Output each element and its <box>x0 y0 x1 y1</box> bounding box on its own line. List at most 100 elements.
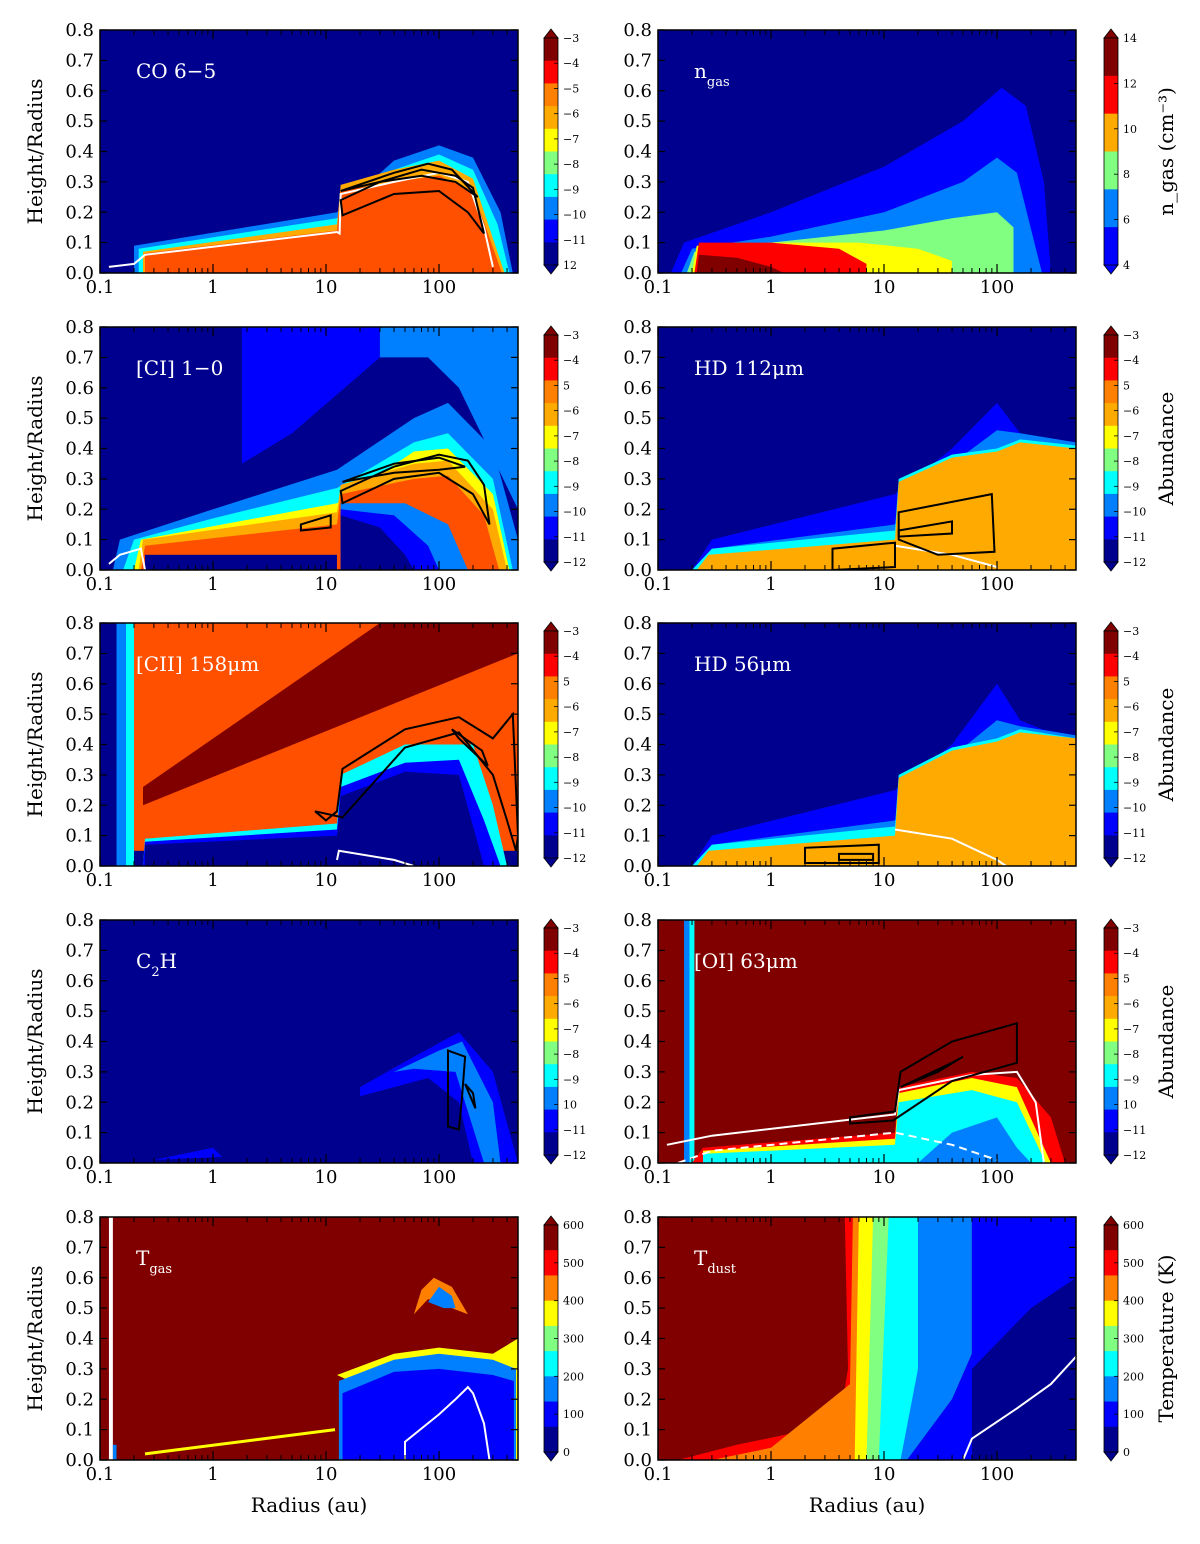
colorbar-tick-label: −9 <box>1123 480 1139 493</box>
colorbar-segment <box>1104 789 1118 814</box>
axes: 0.00.10.20.30.40.50.60.70.80.1 1 10 100Heig… <box>23 317 519 595</box>
tau-line <box>894 828 1007 866</box>
y-tick-label: 0.3 <box>623 765 652 786</box>
colorbar-tick-label: 100 <box>563 1408 584 1421</box>
colorbar-tick-label: 0 <box>1123 1446 1130 1459</box>
panel-label: CO 6−5 <box>136 59 216 83</box>
emission-contour <box>849 1021 1018 1125</box>
x-tick-label: 100 <box>980 277 1014 298</box>
y-tick-label: 0.0 <box>623 1153 652 1174</box>
x-tick-label: 0.1 <box>86 870 115 891</box>
colorbar-tick-label: 5 <box>1123 675 1130 688</box>
emission-contour <box>804 843 880 864</box>
colorbar-segment <box>1104 767 1118 791</box>
y-tick-label: 0.6 <box>65 674 94 695</box>
colorbar-frame <box>543 334 559 563</box>
colorbar-segment <box>544 1041 558 1065</box>
colorbar-tick-label: 500 <box>1123 1257 1144 1270</box>
y-tick-label: 0.6 <box>65 81 94 102</box>
colorbar-segment <box>1104 744 1118 768</box>
colorbar: −3 −4 5 −6 −7 −8 −9 −10 −11 −12 <box>543 621 586 868</box>
inner-edge <box>112 1444 117 1460</box>
y-tick-label: 0.6 <box>65 378 94 399</box>
warm-streak <box>144 1428 336 1456</box>
x-tick-label: 100 <box>422 574 456 595</box>
colorbar-segment <box>1104 189 1118 228</box>
y-tick-label: 0.7 <box>65 940 94 961</box>
emission-contour <box>831 541 896 570</box>
axes: 0.00.10.20.30.40.50.60.70.80.1 1 10 100 <box>623 910 1077 1188</box>
x-tick-label: 0.1 <box>644 870 673 891</box>
colorbar-tick-label: −11 <box>1123 827 1146 840</box>
colorbar-tick-label: −7 <box>563 430 579 443</box>
x-tick-label: 1 <box>765 870 776 891</box>
y-tick-label: 0.8 <box>623 1207 652 1228</box>
colorbar: −3 −4 5 −6 −7 −8 −9 −10 −11 −12 Abundance <box>1103 325 1178 572</box>
emission-contour <box>342 456 466 483</box>
y-tick-label: 0.4 <box>623 1032 652 1053</box>
x-tick-label: 1 <box>207 277 218 298</box>
colorbar-segment <box>544 493 558 518</box>
colorbar-segment <box>544 242 558 266</box>
y-tick-label: 0.8 <box>623 20 652 41</box>
x-tick-label: 10 <box>873 574 896 595</box>
colorbar-segment <box>1104 996 1118 1020</box>
colorbar-tick-label: −8 <box>563 158 579 171</box>
inner-edge <box>684 920 693 1163</box>
colorbar-segment <box>544 996 558 1020</box>
y-tick-label: 0.3 <box>65 1062 94 1083</box>
colorbar-tick-label: 600 <box>1123 1219 1144 1232</box>
inner-edge <box>689 920 695 1163</box>
colorbar-segment <box>544 196 558 221</box>
y-tick-label: 0.6 <box>65 1268 94 1289</box>
colorbar-segment <box>1104 699 1118 723</box>
y-tick-label: 0.6 <box>623 674 652 695</box>
y-tick-label: 0.5 <box>65 111 94 132</box>
colorbar-segment <box>1104 539 1118 563</box>
colorbar-segment <box>1104 113 1118 152</box>
colorbar-label: Abundance <box>1154 985 1178 1100</box>
y-tick-label: 0.3 <box>623 1062 652 1083</box>
colorbar-segment <box>1104 928 1118 952</box>
y-axis-label: Height/Radius <box>23 376 47 522</box>
y-tick-label: 0.6 <box>623 1268 652 1289</box>
y-tick-label: 0.5 <box>623 1298 652 1319</box>
colorbar-tick-label: −10 <box>1123 506 1146 519</box>
y-tick-label: 0.4 <box>65 735 94 756</box>
colorbar-tick-label: −8 <box>1123 1048 1139 1061</box>
colorbar-segment <box>1104 335 1118 359</box>
colorbar-segment <box>1104 227 1118 266</box>
colorbar-tick-label: −11 <box>1123 1124 1146 1137</box>
emission-contour <box>340 162 479 198</box>
colorbar-tick-label: 14 <box>1123 32 1137 45</box>
colorbar-tick-label: −4 <box>1123 947 1139 960</box>
colorbar-segment <box>544 1018 558 1042</box>
x-tick-label: 1 <box>207 574 218 595</box>
colorbar-tick-label: −12 <box>563 852 586 865</box>
colorbar-segment <box>1104 493 1118 518</box>
inner-void <box>340 515 414 570</box>
colorbar-segment <box>544 516 558 540</box>
colorbar-tick-label: −12 <box>563 1149 586 1162</box>
colorbar-tick-label: −7 <box>1123 430 1139 443</box>
colorbar-segment <box>1104 425 1118 449</box>
axes: 0.00.10.20.30.40.50.60.70.80.1 1 10 100Heig… <box>23 1207 519 1517</box>
y-tick-label: 0.2 <box>623 499 652 520</box>
colorbar-tick-label: −9 <box>1123 776 1139 789</box>
colorbar: −3 −4 5 −6 −7 −8 −9 10 −11 −12 <box>543 918 586 1165</box>
emission-contour <box>838 852 875 861</box>
y-tick-label: 0.3 <box>623 172 652 193</box>
colorbar-tick-label: −7 <box>563 1023 579 1036</box>
colorbar-tick-label: −3 <box>563 625 579 638</box>
panel-hd112: HD 112μm <box>658 327 1076 570</box>
colorbar-tick-label: 12 <box>563 259 577 272</box>
tau-line <box>666 1070 1045 1163</box>
colorbar-segment <box>544 1426 558 1453</box>
layer <box>696 442 1076 570</box>
colorbar-tick-label: 6 <box>1123 214 1130 227</box>
y-tick-label: 0.8 <box>623 910 652 931</box>
y-tick-label: 0.2 <box>65 1389 94 1410</box>
colorbar-tick-label: −3 <box>1123 625 1139 638</box>
colorbar-segment <box>544 128 558 152</box>
